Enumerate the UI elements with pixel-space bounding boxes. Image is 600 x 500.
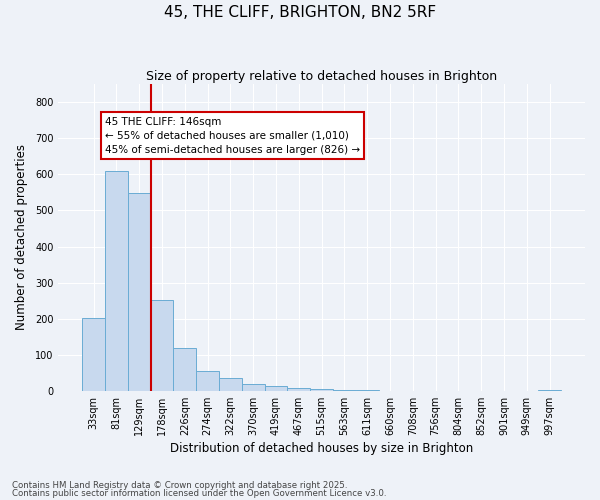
- Bar: [196, 371, 219, 391]
- Bar: [105, 172, 128, 391]
- Bar: [219, 378, 242, 391]
- Bar: [82, 318, 105, 391]
- Bar: [173, 348, 196, 391]
- Title: Size of property relative to detached houses in Brighton: Size of property relative to detached ho…: [146, 70, 497, 83]
- Text: 45, THE CLIFF, BRIGHTON, BN2 5RF: 45, THE CLIFF, BRIGHTON, BN2 5RF: [164, 5, 436, 20]
- X-axis label: Distribution of detached houses by size in Brighton: Distribution of detached houses by size …: [170, 442, 473, 455]
- Text: 45 THE CLIFF: 146sqm
← 55% of detached houses are smaller (1,010)
45% of semi-de: 45 THE CLIFF: 146sqm ← 55% of detached h…: [105, 116, 360, 154]
- Text: Contains HM Land Registry data © Crown copyright and database right 2025.: Contains HM Land Registry data © Crown c…: [12, 480, 347, 490]
- Bar: [242, 384, 265, 391]
- Bar: [287, 388, 310, 391]
- Y-axis label: Number of detached properties: Number of detached properties: [15, 144, 28, 330]
- Bar: [128, 193, 151, 391]
- Bar: [151, 300, 173, 391]
- Bar: [310, 389, 333, 391]
- Text: Contains public sector information licensed under the Open Government Licence v3: Contains public sector information licen…: [12, 489, 386, 498]
- Bar: [333, 390, 356, 391]
- Bar: [265, 386, 287, 391]
